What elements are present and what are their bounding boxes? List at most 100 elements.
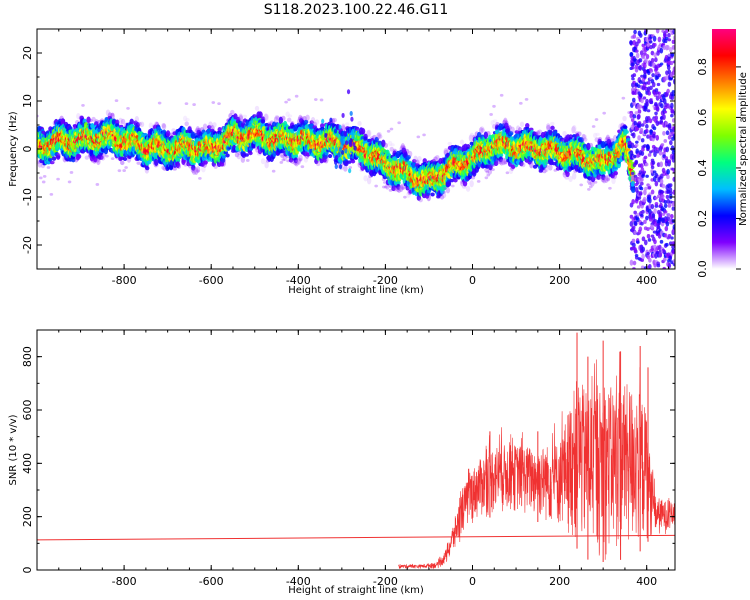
heatmap-cell <box>39 176 43 180</box>
heatmap-cell <box>57 152 61 156</box>
heatmap-cell <box>161 123 167 130</box>
heatmap-cell <box>51 160 56 164</box>
heatmap-cell <box>120 160 125 166</box>
heatmap-cell <box>417 156 422 162</box>
heatmap-cell <box>120 118 126 125</box>
heatmap-cell <box>46 166 51 169</box>
heatmap-cell <box>343 165 348 172</box>
heatmap-cell <box>332 117 338 123</box>
heatmap-cell <box>91 116 96 122</box>
heatmap-cell <box>95 158 100 163</box>
heatmap-cell <box>109 113 115 117</box>
heatmap-cell <box>305 114 310 121</box>
heatmap-cell <box>129 118 134 125</box>
heatmap-cell <box>345 122 350 126</box>
heatmap-cell <box>287 98 291 102</box>
heatmap-cell <box>185 117 190 122</box>
heatmap-cell <box>88 118 93 123</box>
heatmap-cell <box>139 121 145 128</box>
heatmap-cell <box>67 180 72 184</box>
heatmap-cell <box>114 99 119 103</box>
heatmap-cell <box>374 184 378 188</box>
heatmap-cell <box>397 121 401 125</box>
heatmap-cell <box>367 129 372 137</box>
heatmap-cell <box>176 163 182 170</box>
heatmap-cell <box>221 159 226 167</box>
heatmap-cell <box>122 169 126 172</box>
heatmap-cell <box>211 101 216 104</box>
heatmap-cell <box>244 153 249 157</box>
heatmap-cell <box>102 153 106 157</box>
heatmap-cell <box>360 128 366 135</box>
heatmap-cell <box>184 121 189 127</box>
heatmap-cell <box>81 103 85 107</box>
heatmap-cell <box>327 154 333 159</box>
heatmap-cell <box>271 169 276 173</box>
heatmap-cell <box>110 123 115 132</box>
heatmap-cell <box>202 123 208 130</box>
heatmap-cell <box>281 115 286 121</box>
heatmap-cell <box>117 169 122 173</box>
heatmap-cell <box>401 186 405 190</box>
heatmap-cell <box>49 192 54 196</box>
heatmap-cell <box>136 161 141 165</box>
heatmap-cell <box>319 98 324 102</box>
heatmap-cell <box>126 106 130 110</box>
heatmap-cell <box>357 121 362 127</box>
heatmap-cell <box>68 126 73 131</box>
heatmap-cell <box>198 176 202 180</box>
heatmap-cell <box>242 114 247 119</box>
heatmap-cell <box>145 166 150 171</box>
heatmap-cell <box>363 136 368 141</box>
heatmap-cell <box>217 102 221 105</box>
heatmap-cell <box>284 100 288 104</box>
heatmap-cell <box>403 195 407 199</box>
heatmap-cell <box>294 94 299 98</box>
heatmap-cell <box>366 177 372 185</box>
heatmap-cell <box>100 155 106 161</box>
heatmap-cell <box>76 154 82 159</box>
heatmap-cell <box>47 157 53 162</box>
heatmap-cell <box>184 102 189 106</box>
heatmap-cell <box>122 156 128 161</box>
heatmap-cell <box>154 158 159 167</box>
heatmap-cell <box>390 143 395 147</box>
heatmap-cell <box>245 159 250 162</box>
heatmap-cell <box>416 135 421 139</box>
heatmap-cell <box>300 165 305 169</box>
heatmap-cell <box>314 119 320 125</box>
heatmap-cell <box>203 160 208 165</box>
heatmap-cell <box>251 144 256 149</box>
heatmap-cell <box>347 160 352 164</box>
heatmap-cell <box>254 105 260 111</box>
heatmap-cell <box>56 177 60 181</box>
heatmap-cell <box>95 183 100 186</box>
heatmap-cell <box>165 130 171 137</box>
heatmap-cell <box>76 113 81 120</box>
heatmap-cell <box>86 116 91 124</box>
heatmap-cell <box>124 166 128 169</box>
heatmap-cell <box>157 101 162 105</box>
heatmap-cell <box>316 161 321 167</box>
heatmap-cell <box>314 98 318 101</box>
heatmap-cell <box>69 171 74 174</box>
heatmap-cell <box>378 134 383 139</box>
heatmap-cell <box>196 169 200 173</box>
spectrogram-heatmap <box>37 29 675 269</box>
heatmap-cell <box>238 113 243 120</box>
heatmap-cell <box>225 153 230 158</box>
heatmap-cell <box>172 167 177 171</box>
heatmap-cell <box>260 158 266 165</box>
heatmap-cell <box>230 109 235 115</box>
heatmap-cell <box>350 159 356 164</box>
heatmap-cell <box>386 129 391 133</box>
heatmap-cell <box>89 149 94 154</box>
heatmap-cell <box>105 109 111 117</box>
heatmap-cell <box>110 157 115 161</box>
heatmap-cell <box>55 155 61 159</box>
heatmap-cell <box>84 155 90 160</box>
heatmap-cell <box>324 155 329 164</box>
heatmap-cell <box>99 155 104 160</box>
chart-title: S118.2023.100.22.46.G11 <box>264 2 449 18</box>
heatmap-cell <box>287 117 292 123</box>
